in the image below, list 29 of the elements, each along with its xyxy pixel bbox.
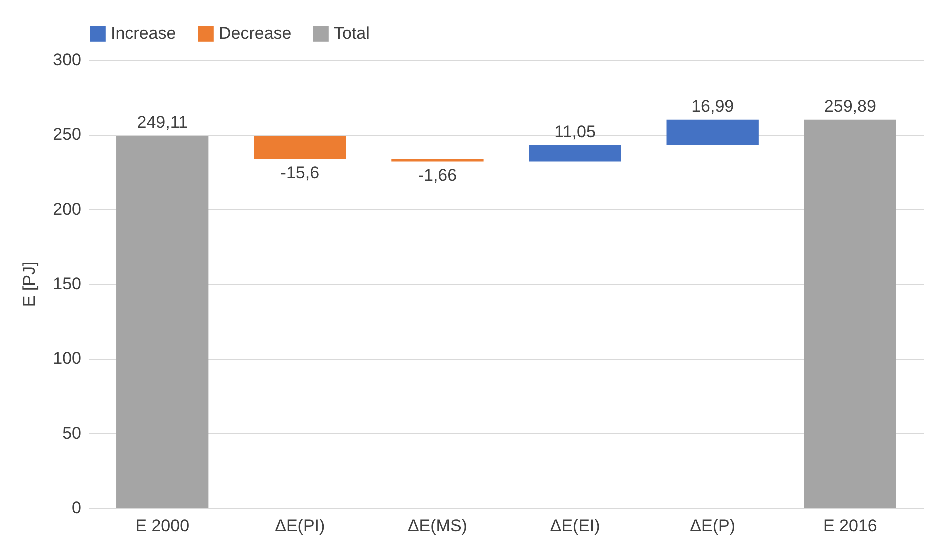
legend-label: Increase <box>111 24 176 43</box>
bar <box>804 120 896 508</box>
data-label: 249,11 <box>137 112 188 132</box>
bar <box>666 120 759 146</box>
bar <box>529 145 622 162</box>
x-tick-label: ΔE(PI) <box>275 516 326 536</box>
legend-label: Decrease <box>219 24 292 43</box>
data-label: 16,99 <box>692 96 734 116</box>
y-axis-title: E [PJ] <box>20 262 40 308</box>
bar <box>392 159 484 162</box>
y-tick-label: 300 <box>53 50 82 70</box>
x-tick-label: E 2016 <box>823 516 878 536</box>
y-tick-label: 150 <box>53 274 82 294</box>
data-label: -15,6 <box>280 163 320 182</box>
data-label: 259,89 <box>824 96 876 116</box>
x-tick-label: ΔE(MS) <box>408 516 468 536</box>
data-label: 11,05 <box>554 122 596 142</box>
bar <box>254 136 346 160</box>
y-tick-label: 250 <box>53 125 82 144</box>
x-tick-label: ΔE(P) <box>690 516 736 536</box>
y-tick-label: 50 <box>62 424 82 443</box>
data-label: -1,66 <box>418 166 458 185</box>
bar <box>116 136 209 508</box>
x-tick-label: ΔE(EI) <box>550 516 600 536</box>
legend-label: Total <box>334 24 370 43</box>
x-tick-label: E 2000 <box>136 516 190 536</box>
y-tick-label: 200 <box>53 200 82 219</box>
y-tick-label: 0 <box>72 498 82 518</box>
y-tick-label: 100 <box>53 349 82 368</box>
